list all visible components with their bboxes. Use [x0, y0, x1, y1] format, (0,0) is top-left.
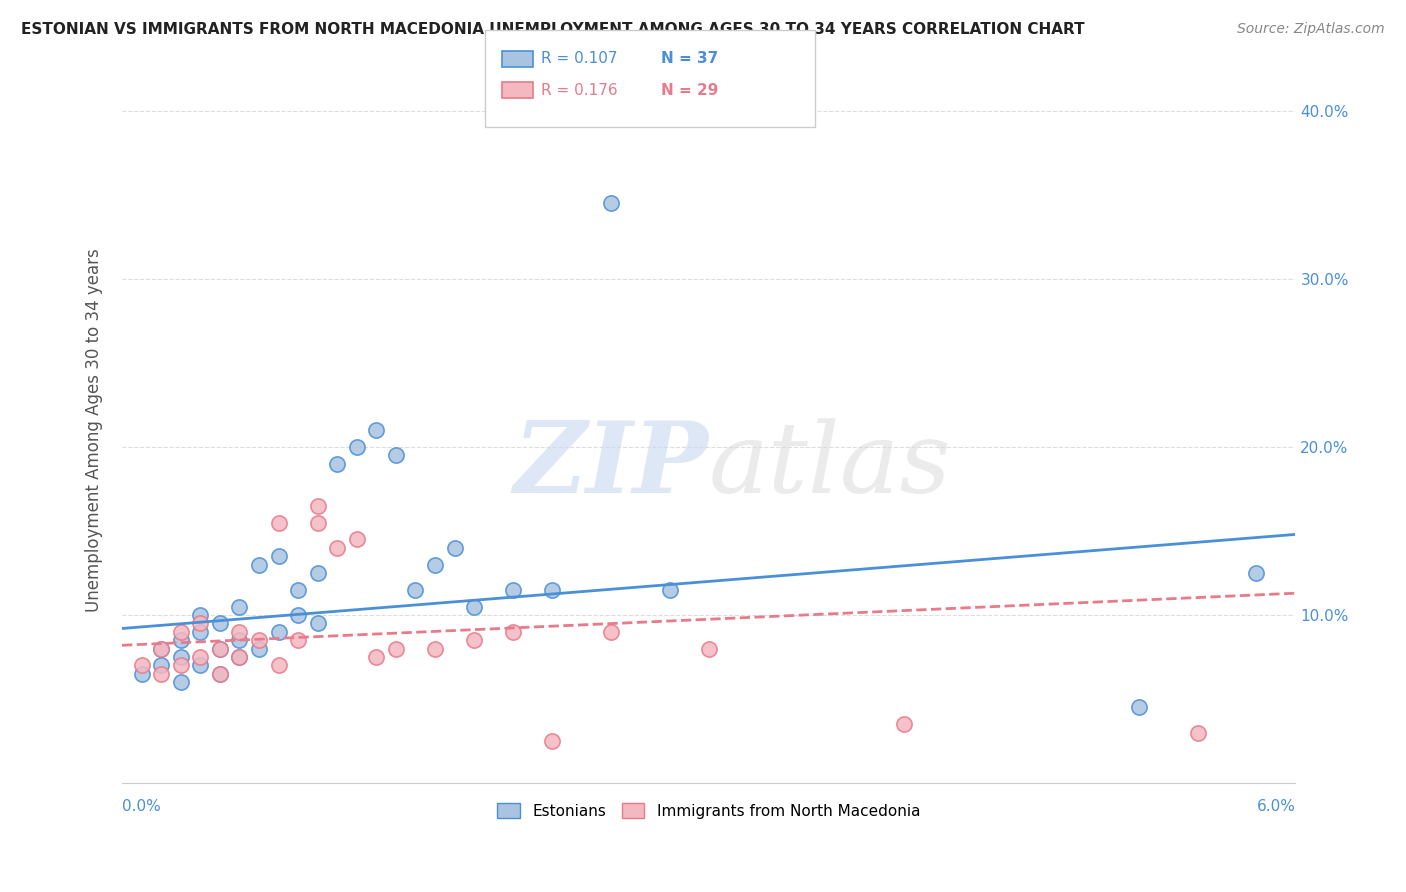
- Point: [346, 533, 368, 547]
- Point: [443, 541, 465, 555]
- Point: [1128, 700, 1150, 714]
- Text: atlas: atlas: [709, 417, 952, 513]
- Point: [600, 624, 623, 639]
- Point: [188, 608, 211, 623]
- Point: [170, 658, 193, 673]
- Point: [502, 582, 524, 597]
- Point: [188, 658, 211, 673]
- Text: R = 0.107: R = 0.107: [541, 52, 617, 66]
- Y-axis label: Unemployment Among Ages 30 to 34 years: Unemployment Among Ages 30 to 34 years: [86, 248, 103, 612]
- Point: [1187, 725, 1209, 739]
- Point: [267, 624, 290, 639]
- Point: [287, 582, 309, 597]
- Point: [385, 449, 408, 463]
- Point: [170, 633, 193, 648]
- Point: [188, 616, 211, 631]
- Point: [326, 541, 349, 555]
- Point: [287, 633, 309, 648]
- Point: [541, 734, 564, 748]
- Text: N = 37: N = 37: [661, 52, 718, 66]
- Point: [697, 641, 720, 656]
- Point: [423, 558, 446, 572]
- Point: [131, 658, 153, 673]
- Point: [600, 196, 623, 211]
- Point: [463, 633, 485, 648]
- Text: R = 0.176: R = 0.176: [541, 83, 617, 97]
- Point: [463, 599, 485, 614]
- Point: [307, 566, 329, 580]
- Point: [287, 608, 309, 623]
- Text: Source: ZipAtlas.com: Source: ZipAtlas.com: [1237, 22, 1385, 37]
- Point: [502, 624, 524, 639]
- Point: [150, 666, 173, 681]
- Point: [366, 650, 388, 665]
- Point: [228, 650, 250, 665]
- Point: [307, 516, 329, 530]
- Point: [307, 616, 329, 631]
- Point: [208, 666, 231, 681]
- Point: [228, 624, 250, 639]
- Point: [658, 582, 681, 597]
- Point: [267, 658, 290, 673]
- Point: [170, 675, 193, 690]
- Point: [208, 641, 231, 656]
- Point: [188, 650, 211, 665]
- Text: ESTONIAN VS IMMIGRANTS FROM NORTH MACEDONIA UNEMPLOYMENT AMONG AGES 30 TO 34 YEA: ESTONIAN VS IMMIGRANTS FROM NORTH MACEDO…: [21, 22, 1084, 37]
- Point: [131, 666, 153, 681]
- Text: N = 29: N = 29: [661, 83, 718, 97]
- Point: [170, 624, 193, 639]
- Point: [404, 582, 426, 597]
- Point: [1246, 566, 1268, 580]
- Point: [150, 658, 173, 673]
- Point: [228, 633, 250, 648]
- Point: [385, 641, 408, 656]
- Point: [247, 633, 270, 648]
- Point: [188, 624, 211, 639]
- Point: [423, 641, 446, 656]
- Legend: Estonians, Immigrants from North Macedonia: Estonians, Immigrants from North Macedon…: [491, 797, 927, 825]
- Point: [267, 549, 290, 564]
- Point: [541, 582, 564, 597]
- Point: [228, 599, 250, 614]
- Point: [150, 641, 173, 656]
- Point: [150, 641, 173, 656]
- Point: [307, 499, 329, 513]
- Point: [208, 666, 231, 681]
- Text: 0.0%: 0.0%: [122, 798, 160, 814]
- Point: [247, 558, 270, 572]
- Point: [247, 641, 270, 656]
- Point: [346, 440, 368, 454]
- Point: [267, 516, 290, 530]
- Point: [326, 457, 349, 471]
- Text: 6.0%: 6.0%: [1257, 798, 1295, 814]
- Point: [228, 650, 250, 665]
- Point: [208, 616, 231, 631]
- Point: [170, 650, 193, 665]
- Point: [893, 717, 915, 731]
- Point: [208, 641, 231, 656]
- Point: [366, 423, 388, 437]
- Text: ZIP: ZIP: [513, 417, 709, 514]
